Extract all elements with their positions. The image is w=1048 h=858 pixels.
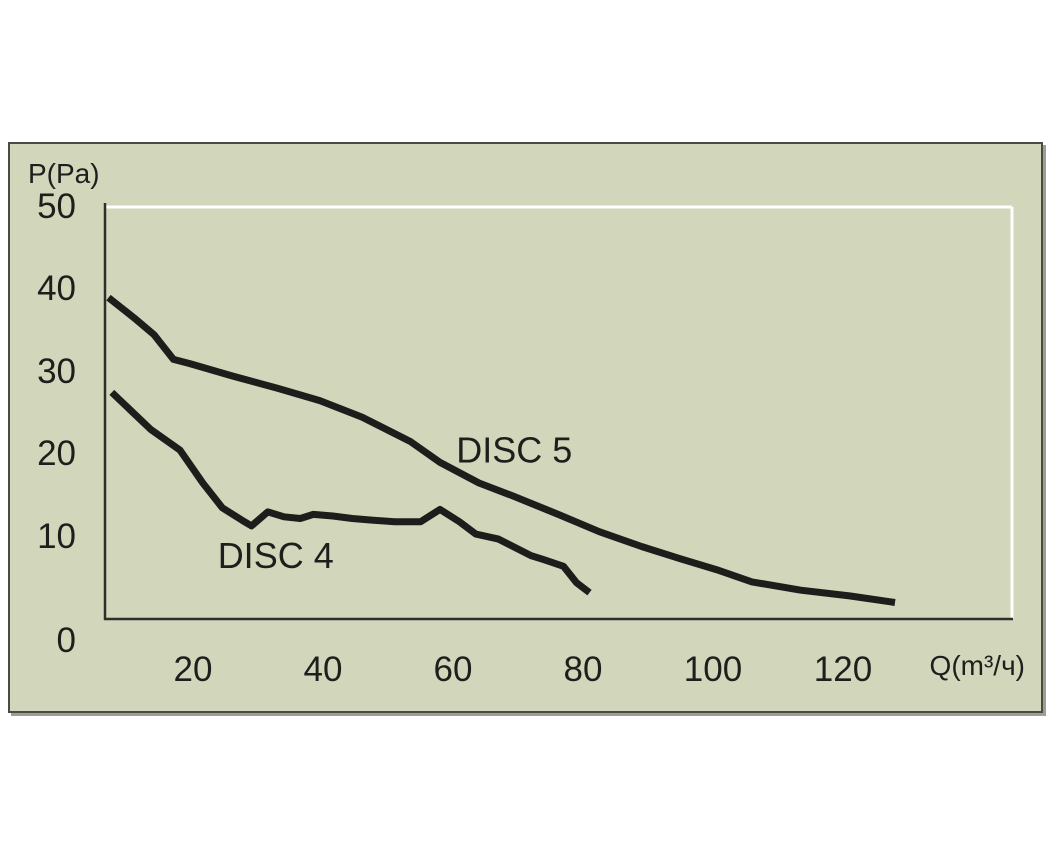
series-label-disc-5: DISC 5 bbox=[456, 429, 572, 470]
plot-area: DISC 5 DISC 4 bbox=[103, 203, 1014, 621]
x-tick-label-120: 120 bbox=[813, 650, 873, 689]
x-tick-label-100: 100 bbox=[683, 650, 743, 689]
curve-disc-5 bbox=[106, 294, 896, 606]
x-tick-label-40: 40 bbox=[303, 650, 343, 689]
chart-panel: DISC 5 DISC 4 P(Pa) 0 10 20 30 40 50 20 40 60 80 1… bbox=[8, 142, 1043, 713]
x-axis-title: Q(m³/ч) bbox=[929, 650, 1025, 681]
chart-panel-inner: DISC 5 DISC 4 P(Pa) 0 10 20 30 40 50 20 40 60 80 1… bbox=[10, 144, 1041, 711]
y-tick-label-20: 20 bbox=[37, 434, 76, 474]
curve-disc-4 bbox=[109, 389, 592, 596]
series-label-disc-4: DISC 4 bbox=[218, 535, 334, 576]
y-tick-label-30: 30 bbox=[37, 351, 76, 391]
y-tick-label-0: 0 bbox=[56, 621, 76, 660]
x-tick-label-60: 60 bbox=[433, 650, 473, 689]
y-tick-label-40: 40 bbox=[37, 269, 76, 309]
y-tick-label-10: 10 bbox=[37, 516, 76, 556]
x-tick-label-20: 20 bbox=[173, 650, 213, 689]
y-tick-label-50: 50 bbox=[37, 187, 76, 226]
x-tick-label-80: 80 bbox=[563, 650, 603, 689]
y-axis-title: P(Pa) bbox=[28, 158, 100, 189]
